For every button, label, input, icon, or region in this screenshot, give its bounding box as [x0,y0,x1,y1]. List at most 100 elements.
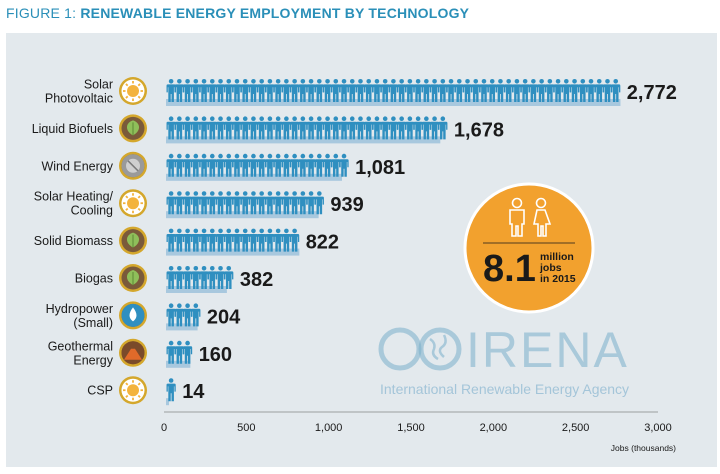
bar-figures [166,228,300,252]
person-figure [298,191,308,215]
x-tick-label: 3,000 [644,422,672,434]
person-figure [364,79,374,102]
category-label: CSP [87,384,113,398]
person-figure [191,153,201,177]
person-figure [199,228,209,252]
person-figure [199,266,209,289]
person-figure [438,116,448,140]
person-figure [429,79,440,102]
category-label: Solar Heating/Cooling [34,190,114,218]
person-figure [224,266,234,289]
person-figure [569,79,580,102]
badge-line-3: in 2015 [540,273,576,285]
bar-row: Geothermal Energy 160 [48,338,232,368]
person-figure [281,79,291,102]
badge-line-2: jobs [539,262,562,274]
person-figure [182,116,193,140]
person-figure [306,79,316,102]
water-drop-icon [119,301,147,330]
person-figure [306,116,316,140]
person-figure [273,79,283,102]
sun-icon [119,189,147,218]
bar-row: Solar Heating/Cooling 939 [34,189,364,219]
person-figure [347,116,357,140]
person-figure [257,228,267,252]
person-figure [561,79,571,102]
person-figure [257,116,267,140]
person-figure [191,116,201,140]
person-figure [224,79,234,102]
person-figure [273,228,283,252]
person-figure [479,79,489,102]
person-figure [174,340,184,364]
person-figure [446,79,456,102]
person-figure [553,79,563,102]
person-figure [273,153,283,177]
bar [166,286,227,293]
person-figure [339,116,349,140]
person-figure [182,79,193,102]
sun-icon [119,77,147,105]
figure-title: FIGURE 1: RENEWABLE ENERGY EMPLOYMENT BY… [6,5,469,21]
bar-figures [166,79,621,102]
bar [166,211,319,219]
person-figure [224,228,234,252]
bar-row: Solar Photovoltaic 2,772 [45,77,677,106]
person-figure [545,79,555,102]
person-figure [265,116,275,140]
person-figure [166,191,176,215]
leaf-icon [119,114,147,143]
category-label-line: Geothermal [48,339,113,353]
person-figure [199,79,209,102]
person-figure [191,191,201,215]
category-label: Hydropower (Small) [46,302,113,330]
person-figure [215,153,226,177]
x-axis: 0 500 1,000 1,500 2,000 2,500 3,000 Jobs (thous… [161,411,676,453]
bar [166,360,191,368]
person-figure [471,79,481,102]
person-figure [207,266,217,289]
bar [166,248,300,256]
person-figure [215,266,226,289]
value-label: 160 [199,344,232,366]
person-figure [240,153,250,177]
value-label: 1,678 [454,119,504,141]
person-figure [265,228,275,252]
person-figure [314,191,324,215]
person-figure [322,153,333,177]
x-axis-label: Jobs (thousands) [611,443,676,453]
person-figure [462,79,473,102]
bar-row: Solid Biomass 822 [34,226,339,256]
person-figure [232,79,242,102]
irena-logo-ring [378,327,422,371]
value-label: 204 [207,306,241,328]
bar [166,323,198,331]
category-label-line: Energy [73,353,113,367]
person-figure [174,116,184,140]
badge-total: 8.1 [483,248,536,290]
person-figure [166,153,176,177]
irena-subtitle: International Renewable Energy Agency [380,381,629,397]
bar-figures [166,266,234,289]
person-figure [166,340,176,364]
person-figure [248,116,259,140]
person-figure [578,79,588,102]
person-figure [207,191,217,215]
person-figure [586,79,596,102]
person-figure [281,153,291,177]
person-figure [520,79,530,102]
category-label-line: Solar [84,78,113,92]
person-figure [182,266,193,289]
bar-figures [166,340,193,364]
person-figure [339,153,349,177]
person-figure [504,79,514,102]
category-label-line: Solar Heating/ [34,190,114,204]
bar [166,173,343,181]
person-figure [331,79,341,102]
category-label-line: Liquid Biofuels [32,122,113,136]
person-figure [290,153,300,177]
value-label: 2,772 [627,82,677,104]
person-figure [224,116,234,140]
x-tick-label: 0 [161,422,167,434]
person-figure [347,79,357,102]
